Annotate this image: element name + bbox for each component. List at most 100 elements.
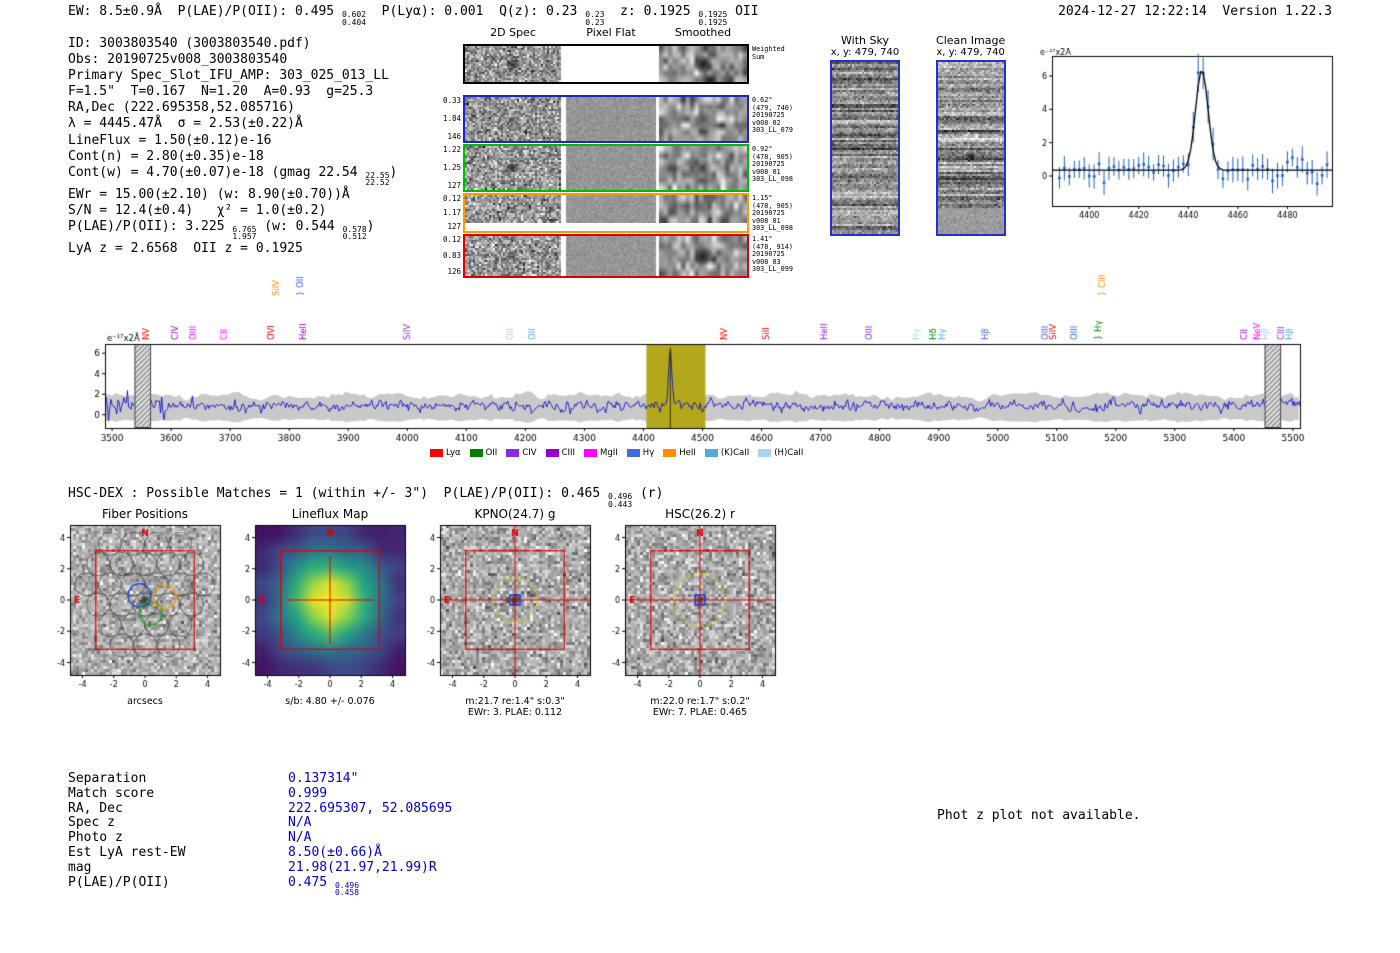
legend-item: (H)CaII	[758, 448, 803, 458]
weight-value: 0.12	[442, 234, 461, 244]
fiber-info-line: v008_01	[752, 167, 781, 176]
match-table-row: Est LyA rest-EW 8.50(±0.66)Å	[68, 844, 452, 861]
photz-note: Phot z plot not available.	[937, 808, 1141, 823]
legend-label: CIII	[561, 448, 576, 458]
legend-item: CIV	[506, 448, 537, 458]
info-line: LineFlux = 1.50(±0.12)e-16	[68, 133, 397, 149]
match-table-value: 0.137314"	[288, 771, 359, 787]
lineflux-map-xlabel: s/b: 4.80 +/- 0.076	[285, 696, 375, 707]
text-segment: 8.50(±0.66)Å	[288, 844, 382, 860]
info-line: λ = 4445.47Å σ = 2.53(±0.22)Å	[68, 116, 397, 132]
sup-value: 0.602	[341, 10, 367, 19]
fiber-info-line: 1.41"	[752, 234, 773, 243]
legend-item: MgII	[584, 448, 618, 458]
weight-value: 1.84	[442, 114, 461, 123]
text-segment: LineFlux = 1.50(±0.12)e-16	[68, 132, 272, 148]
match-table-label: mag	[68, 859, 92, 875]
sup-sub-value: 0.578 0.512	[343, 226, 367, 241]
sup-sub-value: 22.55 22.52	[365, 172, 389, 187]
sup-sub-value: 6.765 1.957	[232, 226, 256, 241]
sub-value: 0.443	[608, 499, 633, 509]
fiber-info: 0.62" (479, 740) 20190725 v008_02 303_LL_079	[749, 95, 811, 143]
weight-value: 146	[447, 132, 461, 141]
timestamp-version: 2024-12-27 12:22:14 Version 1.22.3	[1058, 4, 1332, 19]
legend-swatch	[545, 449, 559, 457]
fiber-positions-image	[46, 522, 222, 692]
full-spectrum-plot	[90, 252, 1315, 464]
info-line: ID: 3003803540 (3003803540.pdf)	[68, 36, 397, 52]
text-segment: EWr = 15.00(±2.10) (w: 8.90(±0.70))Å	[68, 186, 350, 202]
sup-value: 0.23	[585, 10, 605, 19]
sky-panels: With Sky x, y: 479, 740 Clean Image x, y…	[830, 34, 1032, 236]
text-segment: N/A	[288, 815, 312, 831]
match-table-value: 0.999	[288, 786, 327, 802]
weight-value: 1.25	[442, 163, 461, 172]
text-segment: HSC-DEX : Possible Matches = 1 (within +…	[68, 486, 609, 501]
text-segment: λ = 4445.47Å σ = 2.53(±0.22)Å	[68, 116, 303, 132]
legend-item: Lyα	[430, 448, 461, 458]
legend-item: OII	[469, 448, 498, 458]
clean-image-panel: Clean Image x, y: 479, 740	[935, 34, 1006, 236]
text-segment: N/A	[288, 830, 312, 846]
with-sky-title: With Sky	[841, 34, 889, 47]
lineflux-map-panel: Lineflux Map s/b: 4.80 +/- 0.076	[231, 507, 411, 718]
sup-value: 22.55	[365, 170, 390, 180]
spec2d-strip-frame	[463, 193, 749, 233]
col-smoothed: Smoothed	[674, 26, 732, 39]
text-segment: RA,Dec (222.695358,52.085716)	[68, 100, 295, 116]
legend-swatch	[469, 449, 483, 457]
sup-value: 0.496	[608, 492, 633, 501]
text-segment: OII	[727, 4, 759, 19]
text-segment: F=1.5" T=0.167 N=1.20 A=0.93 g=25.3	[68, 84, 374, 100]
sub-value: 22.52	[365, 178, 390, 188]
legend-label: (H)CaII	[774, 448, 804, 458]
kpno-g-title: KPNO(24.7) g	[474, 507, 556, 521]
spec2d-strip-image	[465, 195, 747, 223]
legend-label: HeII	[679, 448, 696, 458]
text-segment: )	[389, 164, 398, 180]
spec2d-strip-frame	[463, 44, 749, 84]
fiber-info-line: 0.62"	[752, 96, 773, 104]
fiber-info: 1.15" (478, 905) 20190725 v008_01 303_LL_098	[749, 193, 811, 233]
text-segment: 0.137314"	[288, 771, 359, 786]
fiber-info-line: 0.92"	[752, 145, 773, 153]
hsc-r-title: HSC(26.2) r	[665, 507, 735, 521]
text-segment: P(Lyα): 0.001 Q(z): 0.23	[366, 4, 586, 19]
spec2d-panel: 2D Spec Pixel Flat Smoothed Weighted Sum 0…	[441, 26, 811, 279]
legend-item: HeII	[663, 448, 696, 458]
detection-info-block: ID: 3003803540 (3003803540.pdf) Obs: 2019…	[68, 36, 397, 257]
text-segment: )	[366, 218, 375, 234]
spec2d-strip-frame	[463, 95, 749, 143]
legend-label: MgII	[600, 448, 618, 458]
match-table-row: Spec z N/A	[68, 815, 452, 831]
text-segment: Cont(n) = 2.80(±0.35)e-18	[68, 148, 264, 164]
fiber-info-line: (478, 905)	[752, 152, 793, 161]
info-line: RA,Dec (222.695358,52.085716)	[68, 100, 397, 116]
fiber-info-line: v008_01	[752, 216, 781, 225]
match-table: Separation 0.137314" Match score 0.999 RA, D…	[68, 771, 452, 897]
legend-swatch	[506, 449, 520, 457]
spec2d-weighted-row: Weighted Sum	[441, 44, 811, 84]
fiber-weight-values: 0.12 1.17 127	[441, 193, 463, 233]
clean-image-title: Clean Image	[936, 34, 1006, 47]
legend-swatch	[626, 449, 640, 457]
fiber-info-line: 303_LL_098	[752, 224, 793, 233]
text-segment: (w: 0.544	[256, 218, 343, 234]
match-table-label: Spec z	[68, 815, 115, 831]
legend-swatch	[584, 449, 598, 457]
fiber-info-line: 303_LL_079	[752, 126, 793, 135]
fiber-positions-xlabel: arcsecs	[127, 696, 163, 707]
sub-value: 0.404	[341, 17, 367, 27]
hsc-r-image	[601, 522, 777, 692]
sub-value: 1.957	[232, 232, 257, 242]
match-table-value: 8.50(±0.66)Å	[288, 844, 382, 861]
match-table-value: 21.98(21.97,21.99)R	[288, 859, 437, 876]
legend-label: OII	[485, 448, 498, 458]
legend-swatch	[663, 449, 677, 457]
match-table-value: 222.695307, 52.085695	[288, 801, 452, 817]
summary-header: EW: 8.5±0.9Å P(LAE)/P(OII): 0.495 0.602 0…	[68, 4, 759, 26]
legend-item: Hγ	[626, 448, 654, 458]
info-line: F=1.5" T=0.167 N=1.20 A=0.93 g=25.3	[68, 84, 397, 100]
text-segment: 21.98(21.97,21.99)R	[288, 859, 437, 875]
legend-item: (K)CaII	[704, 448, 749, 458]
